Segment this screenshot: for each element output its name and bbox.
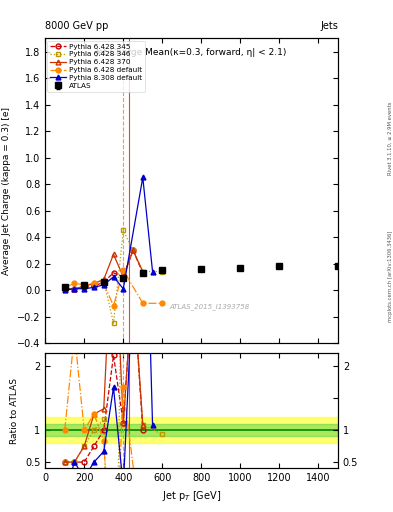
Pythia 6.428 370: [101, 276, 106, 283]
Pythia 6.428 345: [130, 247, 135, 253]
Pythia 6.428 370: [92, 281, 96, 287]
Pythia 6.428 345: [92, 283, 96, 289]
Pythia 6.428 346: [62, 286, 67, 292]
Pythia 6.428 345: [101, 279, 106, 285]
Text: mcplots.cern.ch [arXiv:1306.3436]: mcplots.cern.ch [arXiv:1306.3436]: [388, 231, 393, 322]
Pythia 8.308 default: [121, 286, 126, 292]
Pythia 6.428 346: [121, 227, 126, 233]
Pythia 6.428 370: [130, 247, 135, 253]
Pythia 6.428 370: [62, 286, 67, 292]
Pythia 6.428 370: [140, 268, 145, 274]
Line: Pythia 6.428 345: Pythia 6.428 345: [62, 248, 145, 291]
Text: ATLAS_2015_I1393758: ATLAS_2015_I1393758: [169, 303, 249, 310]
Y-axis label: Average Jet Charge (kappa = 0.3) [e]: Average Jet Charge (kappa = 0.3) [e]: [2, 106, 11, 275]
Pythia 8.308 default: [111, 274, 116, 280]
Line: Pythia 8.308 default: Pythia 8.308 default: [62, 175, 155, 292]
Pythia 8.308 default: [82, 286, 86, 292]
Pythia 6.428 345: [82, 284, 86, 290]
Line: Pythia 6.428 370: Pythia 6.428 370: [62, 248, 145, 291]
Pythia 6.428 default: [92, 281, 96, 287]
Pythia 6.428 default: [101, 281, 106, 287]
Text: Rivet 3.1.10, ≥ 2.9M events: Rivet 3.1.10, ≥ 2.9M events: [388, 101, 393, 175]
Pythia 6.428 346: [140, 268, 145, 274]
Pythia 6.428 345: [111, 270, 116, 276]
Pythia 6.428 346: [111, 320, 116, 326]
Pythia 6.428 345: [72, 286, 77, 292]
Pythia 6.428 346: [160, 268, 165, 274]
Pythia 6.428 default: [111, 303, 116, 309]
Pythia 8.308 default: [101, 282, 106, 288]
Pythia 6.428 370: [121, 274, 126, 280]
Pythia 6.428 346: [82, 283, 86, 289]
Text: Jet Charge Mean(κ=0.3, forward, η| < 2.1): Jet Charge Mean(κ=0.3, forward, η| < 2.1…: [96, 48, 287, 56]
Pythia 6.428 346: [72, 286, 77, 292]
Pythia 6.428 default: [62, 284, 67, 290]
Pythia 6.428 370: [111, 251, 116, 258]
Line: Pythia 6.428 default: Pythia 6.428 default: [62, 268, 165, 308]
Pythia 8.308 default: [140, 175, 145, 181]
Pythia 6.428 345: [62, 286, 67, 292]
Line: Pythia 6.428 346: Pythia 6.428 346: [62, 228, 165, 326]
X-axis label: Jet p$_{T}$ [GeV]: Jet p$_{T}$ [GeV]: [162, 489, 221, 503]
Pythia 6.428 346: [130, 247, 135, 253]
Pythia 6.428 default: [140, 300, 145, 306]
Y-axis label: Ratio to ATLAS: Ratio to ATLAS: [10, 378, 19, 444]
Text: Jets: Jets: [320, 21, 338, 31]
Pythia 6.428 default: [72, 281, 77, 287]
Pythia 8.308 default: [62, 287, 67, 293]
Pythia 6.428 default: [160, 300, 165, 306]
Pythia 6.428 default: [82, 282, 86, 288]
Pythia 6.428 345: [121, 274, 126, 280]
Pythia 6.428 370: [72, 286, 77, 292]
Pythia 6.428 345: [140, 270, 145, 276]
Text: 8000 GeV pp: 8000 GeV pp: [45, 21, 108, 31]
Legend: Pythia 6.428 345, Pythia 6.428 346, Pythia 6.428 370, Pythia 6.428 default, Pyth: Pythia 6.428 345, Pythia 6.428 346, Pyth…: [48, 40, 145, 92]
Pythia 6.428 370: [82, 283, 86, 289]
Pythia 6.428 346: [101, 278, 106, 284]
Pythia 8.308 default: [92, 284, 96, 290]
Pythia 6.428 346: [92, 282, 96, 288]
Pythia 8.308 default: [150, 268, 155, 274]
Pythia 8.308 default: [72, 286, 77, 292]
Pythia 6.428 default: [121, 267, 126, 273]
